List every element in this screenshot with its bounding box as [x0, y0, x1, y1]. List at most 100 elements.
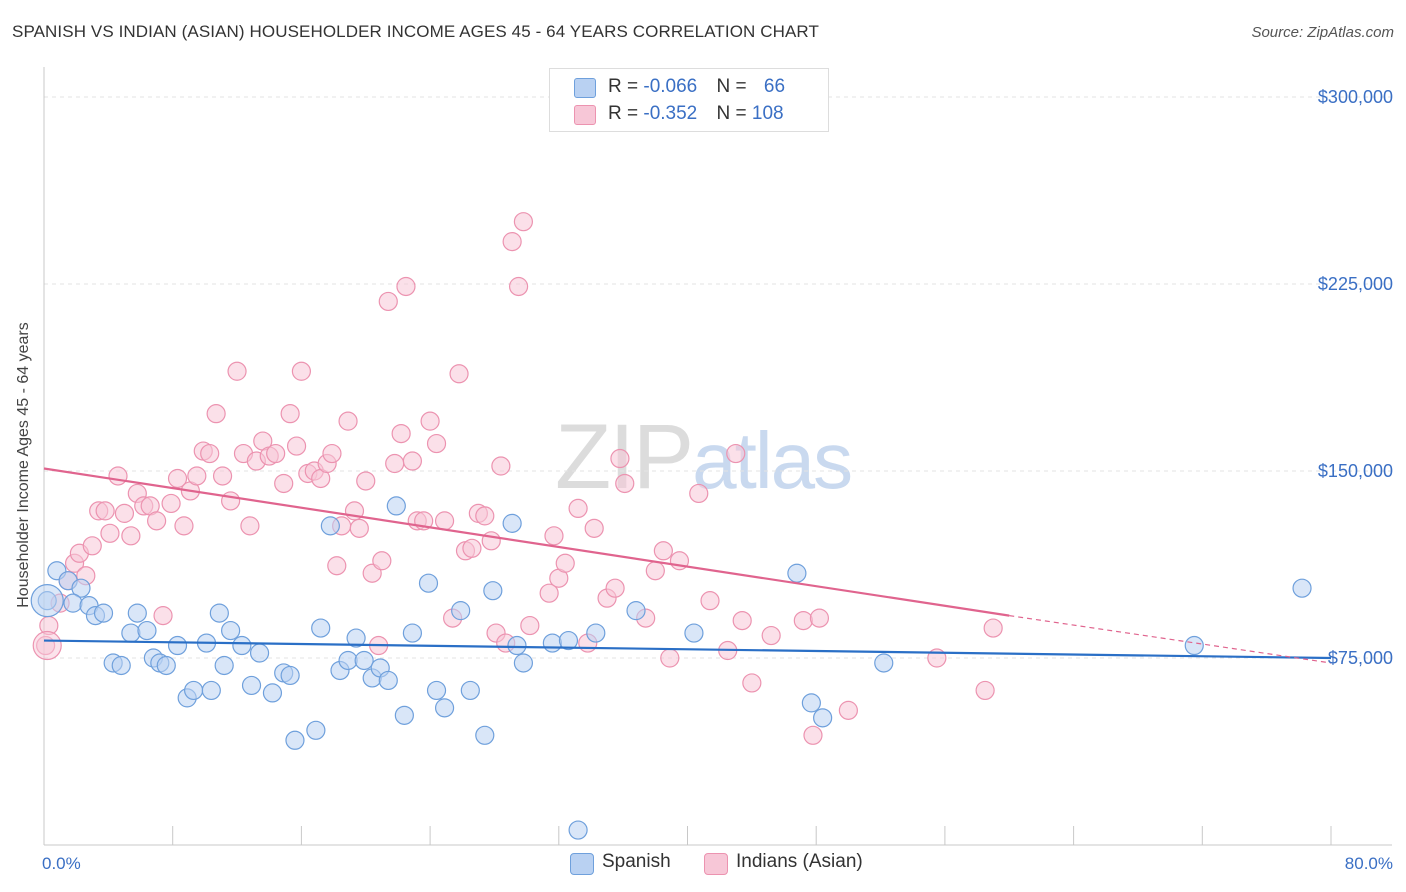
indian-point [462, 538, 482, 558]
indian-r-value: -0.352 [643, 103, 698, 124]
y-tick-label: $225,000 [1318, 274, 1393, 294]
indian-point [615, 473, 635, 494]
indian-trend-extension [1009, 615, 1332, 664]
indian-point [322, 443, 342, 464]
spanish-point [71, 578, 91, 598]
spanish-point [280, 665, 300, 686]
spanish-point [167, 635, 188, 656]
y-tick-label: $300,000 [1318, 87, 1393, 107]
x-tick-label-min: 0.0% [42, 854, 81, 873]
spanish-point [201, 680, 221, 701]
spanish-point [568, 820, 588, 840]
indian-point [555, 553, 575, 573]
indian-point [761, 625, 781, 646]
indian-trend-line [43, 467, 1010, 617]
spanish-points [30, 496, 1312, 840]
indian-point [793, 610, 813, 631]
spanish-point [394, 705, 414, 725]
spanish-point [378, 670, 398, 691]
spanish-point [475, 725, 495, 745]
indian-points [32, 212, 1003, 745]
spanish-point [338, 650, 358, 671]
chart-title: SPANISH VS INDIAN (ASIAN) HOUSEHOLDER IN… [12, 22, 819, 41]
legend-swatch-indian-bottom [704, 853, 728, 875]
spanish-n-value: 66 [763, 76, 786, 97]
spanish-point [451, 601, 471, 621]
spanish-point [684, 623, 704, 643]
indian-point [983, 618, 1003, 638]
indian-point [200, 443, 220, 464]
indian-point [742, 673, 762, 693]
indian-point [481, 531, 501, 551]
legend-swatch-spanish-bottom [570, 853, 594, 875]
spanish-point [542, 633, 562, 653]
spanish-point [320, 516, 340, 536]
legend-label-indian: Indians (Asian) [736, 851, 863, 872]
indian-point [508, 276, 529, 297]
spanish-point [434, 698, 455, 718]
indian-point [291, 361, 311, 381]
indian-point [653, 541, 673, 561]
y-tick-labels: $75,000 $150,000 $225,000 $300,000 [1318, 87, 1393, 668]
indian-point [700, 591, 720, 611]
indian-point [809, 608, 830, 628]
indian-point [584, 518, 604, 538]
indian-point [426, 433, 447, 454]
grid-lines [44, 96, 1392, 659]
indian-point [338, 411, 358, 431]
spanish-point [249, 643, 270, 663]
spanish-point [214, 655, 234, 676]
indian-point [161, 493, 181, 514]
spanish-point [386, 496, 406, 516]
spanish-point [93, 603, 114, 623]
indian-point [385, 453, 405, 474]
spanish-point [874, 653, 894, 673]
indian-point [660, 648, 680, 668]
indian-point [327, 556, 347, 576]
indian-point [732, 610, 752, 631]
indian-point [475, 506, 495, 526]
spanish-point [483, 581, 503, 601]
axes [43, 67, 1392, 846]
indian-point [212, 466, 233, 486]
spanish-point [801, 693, 821, 713]
spanish-point [127, 603, 147, 623]
spanish-point [156, 655, 176, 676]
spanish-point [354, 650, 374, 671]
indian-point [689, 483, 709, 504]
spanish-point [221, 620, 241, 641]
indian-point [266, 443, 286, 464]
spanish-point [241, 675, 262, 696]
indian-point [544, 526, 564, 546]
indian-point [539, 583, 559, 603]
indian-point [605, 578, 625, 598]
indian-point [108, 466, 128, 486]
indian-point [378, 291, 398, 312]
spanish-point [209, 603, 229, 623]
spanish-trend-line [43, 639, 1332, 660]
spanish-point [1292, 578, 1312, 598]
indian-point [838, 700, 858, 720]
spanish-point [586, 623, 606, 643]
spanish-point [121, 623, 141, 643]
spanish-point [402, 623, 423, 643]
indian-point [240, 516, 260, 536]
indian-point [391, 424, 411, 444]
spanish-point [111, 655, 131, 676]
indian-point [726, 443, 746, 464]
chart-source: Source: ZipAtlas.com [1251, 24, 1394, 41]
spanish-point [311, 618, 331, 638]
indian-point [221, 491, 241, 511]
legend-label-spanish: Spanish [602, 851, 671, 872]
indian-point [502, 232, 522, 252]
spanish-point [346, 628, 366, 648]
indian-point [82, 536, 102, 556]
indian-point [167, 468, 188, 489]
indian-point [420, 411, 440, 431]
spanish-point [137, 620, 157, 641]
indian-point [610, 448, 630, 469]
indian-point [645, 561, 665, 581]
indian-point [434, 511, 455, 531]
spanish-point [502, 513, 522, 533]
